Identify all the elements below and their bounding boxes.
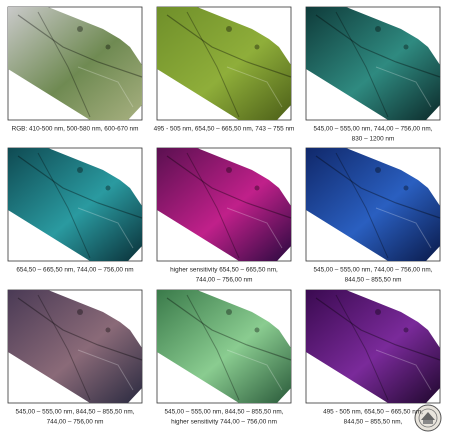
- panel: [305, 289, 441, 404]
- tree: [105, 327, 111, 333]
- panel-caption: higher sensitivity 654,50 – 665,50 nm,: [170, 267, 278, 274]
- panel-caption: higher sensitivity 744,00 – 756,00 nm: [171, 419, 277, 426]
- tree: [403, 327, 409, 333]
- field-image: [157, 148, 291, 261]
- panel-caption: 545,00 – 555,00 nm, 844,50 – 855,50 nm,: [15, 409, 134, 416]
- panel-caption: 495 - 505 nm, 654,50 – 665,50 nm, 743 – …: [154, 126, 295, 133]
- field-boundary: [77, 349, 134, 391]
- field-boundary: [315, 297, 441, 361]
- panel-caption: 495 - 505 nm, 654,50 – 665,50 nm,: [323, 409, 423, 416]
- tree: [77, 167, 83, 173]
- field-boundary: [335, 11, 389, 118]
- field-boundary: [375, 207, 432, 249]
- field-boundary: [226, 66, 283, 108]
- tree: [254, 44, 260, 50]
- panel: [7, 6, 143, 121]
- field-boundary: [375, 349, 432, 391]
- field-image: [306, 7, 440, 120]
- panel: [305, 6, 441, 121]
- tree: [375, 167, 381, 173]
- panel: [7, 147, 143, 262]
- tree: [77, 309, 83, 315]
- field-boundary: [37, 152, 91, 259]
- field-image: [8, 148, 142, 261]
- logo: [414, 404, 442, 432]
- field-boundary: [77, 207, 134, 249]
- field-boundary: [17, 14, 143, 78]
- panel-caption: 654,50 – 665,50 nm, 744,00 – 756,00 nm: [16, 267, 133, 274]
- field-boundary: [375, 66, 432, 108]
- tree: [226, 26, 232, 32]
- field-boundary: [166, 297, 292, 361]
- field-boundary: [335, 152, 389, 259]
- tree: [226, 167, 232, 173]
- field-boundary: [77, 66, 134, 108]
- panel-caption: 744,00 – 756,00 nm: [47, 419, 104, 426]
- field-boundary: [226, 349, 283, 391]
- tree: [254, 327, 260, 333]
- field-boundary: [37, 11, 91, 118]
- field-boundary: [335, 294, 389, 401]
- field-boundary: [315, 14, 441, 78]
- field-image: [8, 7, 142, 120]
- panel: [7, 289, 143, 404]
- panel-caption: 545,00 – 555,00 nm, 744,00 – 756,00 nm,: [313, 126, 432, 133]
- tree: [226, 309, 232, 315]
- panel: [156, 289, 292, 404]
- field-boundary: [186, 152, 240, 259]
- tree: [375, 309, 381, 315]
- panel-caption: 844,50 – 855,50 nm,: [344, 419, 403, 426]
- tree: [77, 26, 83, 32]
- field-boundary: [17, 297, 143, 361]
- field-boundary: [315, 155, 441, 219]
- field-image: [306, 148, 440, 261]
- field-boundary: [186, 294, 240, 401]
- field-image: [157, 7, 291, 120]
- panel-caption: 830 – 1200 nm: [352, 136, 395, 143]
- tree: [105, 185, 111, 191]
- tree: [105, 44, 111, 50]
- tree: [403, 185, 409, 191]
- panel-caption: 545,00 – 555,00 nm, 744,00 – 756,00 nm,: [313, 267, 432, 274]
- field-image: [306, 290, 440, 403]
- field-boundary: [166, 14, 292, 78]
- panel-caption: 545,00 – 555,00 nm, 844,50 – 855,50 nm,: [164, 409, 283, 416]
- tree: [403, 44, 409, 50]
- panel-caption: 844,50 – 855,50 nm: [345, 277, 402, 284]
- field-boundary: [226, 207, 283, 249]
- panel: [305, 147, 441, 262]
- tree: [375, 26, 381, 32]
- field-image: [8, 290, 142, 403]
- panel: [156, 6, 292, 121]
- panel: [156, 147, 292, 262]
- field-image: [157, 290, 291, 403]
- field-boundary: [186, 11, 240, 118]
- panel-caption: 744,00 – 756,00 nm: [196, 277, 253, 284]
- field-boundary: [166, 155, 292, 219]
- field-boundary: [37, 294, 91, 401]
- tree: [254, 185, 260, 191]
- field-boundary: [17, 155, 143, 219]
- panel-caption: RGB: 410-500 nm, 500-580 nm, 600-670 nm: [12, 126, 139, 133]
